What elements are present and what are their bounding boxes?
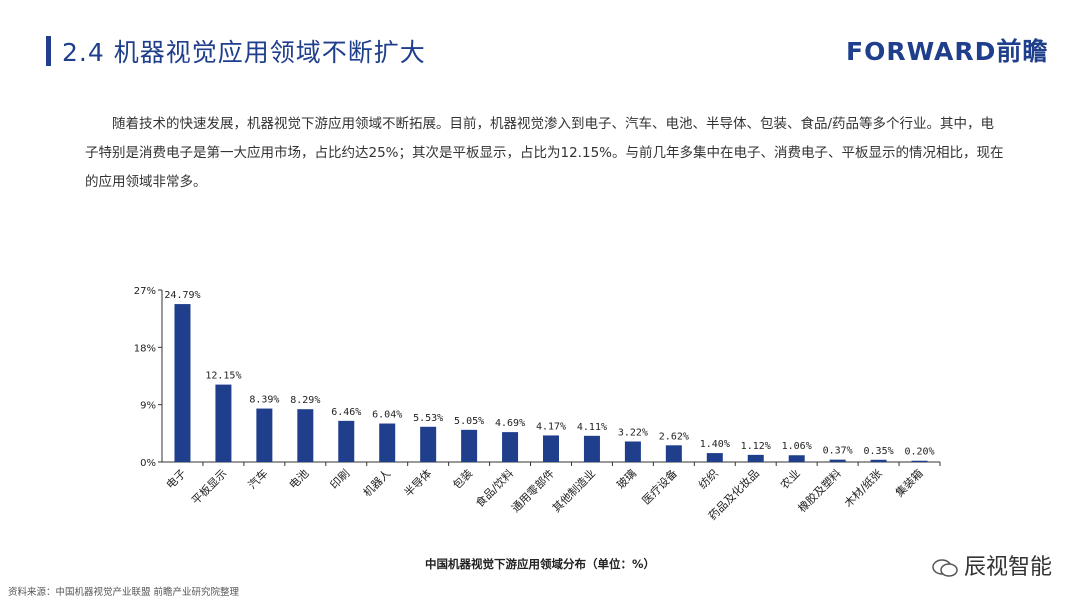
wechat-icon (932, 559, 958, 577)
category-label: 玻璃 (614, 466, 639, 491)
bar (502, 432, 519, 462)
category-label: 木材/纸张 (841, 466, 885, 510)
bar (911, 460, 928, 462)
data-label: 0.20% (904, 447, 934, 458)
data-label: 1.12% (741, 441, 771, 452)
bar (665, 445, 682, 462)
data-label: 4.11% (577, 422, 607, 433)
category-label: 汽车 (245, 466, 270, 491)
chart-title: 中国机器视觉下游应用领域分布（单位：%） (424, 557, 656, 571)
data-label: 4.69% (495, 418, 525, 429)
y-tick-label: 0% (140, 458, 156, 469)
data-label: 2.62% (659, 431, 689, 442)
category-label: 半导体 (401, 466, 434, 499)
bar (583, 435, 600, 462)
data-label: 24.79% (164, 290, 200, 301)
category-label: 通用零部件 (508, 466, 557, 515)
data-label: 12.15% (205, 371, 241, 382)
category-label: 包装 (450, 467, 475, 492)
bar-chart: 0% 9% 18% 27% 24.79% 电子 12.15% 平板显示 8.39% 汽车 8.29%… (134, 286, 941, 523)
category-label: 平板显示 (189, 466, 230, 507)
bar (829, 459, 846, 462)
data-label: 5.05% (454, 416, 484, 427)
bar (256, 408, 273, 462)
y-tick-label: 9% (140, 401, 156, 412)
forward-logo: FORWARD前瞻 (846, 37, 1049, 66)
title-accent-bar (46, 36, 51, 66)
data-label: 6.46% (331, 407, 361, 418)
y-tick-label: 18% (134, 343, 156, 354)
data-label: 0.37% (823, 446, 853, 457)
bar (706, 453, 723, 462)
source-note: 资料来源：中国机器视觉产业联盟 前瞻产业研究院整理 (8, 587, 240, 598)
category-label: 集装箱 (892, 466, 925, 499)
brand-watermark: 辰视智能 (932, 549, 1052, 581)
data-label: 5.53% (413, 413, 443, 424)
data-label: 8.39% (249, 395, 279, 406)
bar (788, 455, 805, 462)
data-label: 8.29% (290, 395, 320, 406)
brand-name: 辰视智能 (963, 555, 1052, 580)
bar (747, 454, 764, 462)
bar (543, 435, 559, 462)
data-label: 6.04% (372, 410, 402, 421)
category-label: 食品/饮料 (473, 466, 517, 510)
y-tick-label: 27% (134, 286, 156, 297)
category-label: 橡胶及塑料 (795, 466, 844, 515)
bar (338, 420, 355, 462)
category-label: 电池 (287, 467, 312, 492)
data-label: 4.17% (536, 421, 566, 432)
bar (461, 429, 478, 462)
bar (624, 441, 641, 462)
intro-paragraph: 随着技术的快速发展，机器视觉下游应用领域不断拓展。目前，机器视觉渗入到电子、汽车… (85, 116, 1004, 190)
data-label: 1.40% (700, 439, 730, 450)
category-label: 印刷 (328, 467, 353, 492)
category-label: 电子 (164, 467, 189, 492)
data-label: 3.22% (618, 427, 648, 438)
category-label: 其他制造业 (549, 466, 598, 515)
data-label: 0.35% (864, 446, 894, 457)
bar (420, 426, 437, 462)
category-label: 纺织 (695, 466, 720, 491)
category-label: 农业 (777, 466, 802, 491)
page-title: 2.4 机器视觉应用领域不断扩大 (62, 38, 426, 67)
category-label: 机器人 (360, 466, 393, 499)
data-label: 1.06% (782, 441, 812, 452)
bar (297, 409, 314, 462)
bar (174, 304, 191, 462)
bar (379, 423, 396, 462)
bar (215, 384, 232, 462)
category-label: 医疗设备 (639, 466, 680, 507)
bar (870, 459, 887, 462)
